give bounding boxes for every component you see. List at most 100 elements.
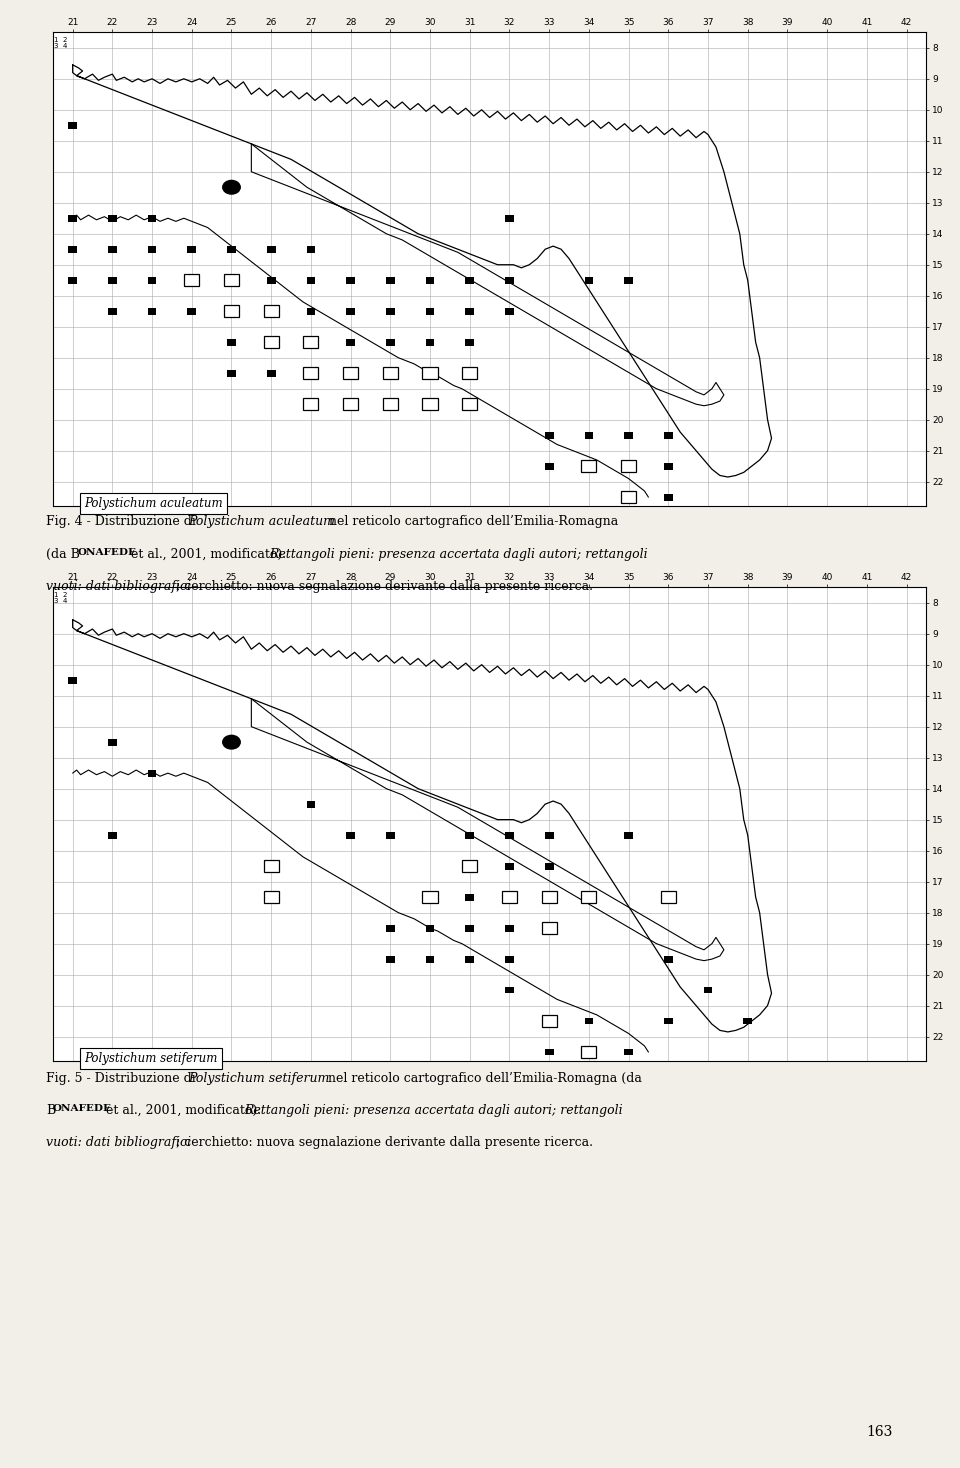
Bar (303, 367, 319, 379)
Bar (264, 336, 278, 348)
Bar (347, 401, 355, 408)
Bar (541, 891, 557, 903)
Bar (621, 492, 636, 504)
Bar (585, 1048, 593, 1055)
Bar (68, 214, 77, 222)
Bar (347, 370, 355, 377)
Bar (505, 925, 514, 932)
Bar (187, 308, 196, 314)
Bar (466, 277, 474, 283)
Bar (425, 277, 435, 283)
Bar (386, 339, 395, 345)
Bar (466, 894, 474, 900)
Bar (386, 308, 395, 314)
Bar (462, 398, 477, 410)
Bar (544, 432, 554, 439)
Bar (505, 308, 514, 314)
Bar (505, 894, 514, 900)
Bar (148, 308, 156, 314)
Bar (386, 956, 395, 963)
Bar (347, 308, 355, 314)
Text: Polystichum aculeatum: Polystichum aculeatum (84, 496, 223, 509)
Bar (466, 832, 474, 838)
Bar (541, 1016, 557, 1028)
Bar (582, 1047, 596, 1058)
Bar (108, 245, 117, 252)
Text: Fig. 4 - Distribuzione di: Fig. 4 - Distribuzione di (46, 515, 200, 528)
Text: nel reticolo cartografico dell’Emilia-Romagna (da: nel reticolo cartografico dell’Emilia-Ro… (324, 1072, 641, 1085)
Bar (624, 1048, 633, 1055)
Bar (187, 245, 196, 252)
Bar (505, 863, 514, 869)
Bar (743, 1017, 752, 1025)
Bar (544, 462, 554, 470)
Bar (347, 832, 355, 838)
Bar (267, 370, 276, 377)
Bar (68, 245, 77, 252)
Bar (267, 339, 276, 345)
Bar (624, 832, 633, 838)
Bar (306, 800, 315, 807)
Bar (664, 462, 673, 470)
Bar (228, 339, 236, 345)
Bar (343, 367, 358, 379)
Bar (148, 277, 156, 283)
Text: nel reticolo cartografico dell’Emilia-Romagna: nel reticolo cartografico dell’Emilia-Ro… (325, 515, 618, 528)
Bar (228, 308, 236, 314)
Bar (148, 769, 156, 777)
Bar (544, 832, 554, 838)
Circle shape (223, 735, 240, 749)
Bar (425, 370, 435, 377)
Text: ONAFEDE: ONAFEDE (53, 1104, 112, 1113)
Bar (306, 370, 315, 377)
Bar (386, 832, 395, 838)
Bar (466, 956, 474, 963)
Bar (422, 891, 438, 903)
Bar (544, 894, 554, 900)
Bar (68, 277, 77, 283)
Text: Polystichum setiferum: Polystichum setiferum (84, 1051, 218, 1064)
Bar (264, 305, 278, 317)
Bar (68, 677, 77, 684)
Bar (306, 308, 315, 314)
Text: 1  2
3  4: 1 2 3 4 (54, 37, 67, 50)
Bar (582, 461, 596, 473)
Bar (347, 339, 355, 345)
Bar (624, 493, 633, 501)
Bar (505, 986, 514, 994)
Bar (108, 832, 117, 838)
Bar (108, 308, 117, 314)
Bar (386, 370, 395, 377)
Bar (386, 277, 395, 283)
Bar (624, 277, 633, 283)
Text: (da B: (da B (46, 548, 80, 561)
Bar (505, 956, 514, 963)
Bar (68, 122, 77, 129)
Text: vuoti: dati bibliografici: vuoti: dati bibliografici (46, 580, 191, 593)
Text: et al., 2001, modificato).: et al., 2001, modificato). (127, 548, 290, 561)
Bar (621, 461, 636, 473)
Bar (585, 462, 593, 470)
Bar (108, 214, 117, 222)
Text: ONAFEDE: ONAFEDE (78, 548, 136, 556)
Bar (224, 275, 239, 286)
Bar (624, 462, 633, 470)
Bar (264, 860, 278, 872)
Bar (704, 986, 712, 994)
Bar (544, 1048, 554, 1055)
Bar (306, 245, 315, 252)
Bar (425, 339, 435, 345)
Bar (383, 398, 397, 410)
Bar (386, 925, 395, 932)
Bar (425, 925, 435, 932)
Text: ; cerchietto: nuova segnalazione derivante dalla presente ricerca.: ; cerchietto: nuova segnalazione derivan… (176, 580, 592, 593)
Bar (383, 367, 397, 379)
Bar (541, 922, 557, 934)
Bar (505, 277, 514, 283)
Bar (148, 214, 156, 222)
Bar (462, 860, 477, 872)
Bar (425, 308, 435, 314)
Bar (466, 339, 474, 345)
Bar (303, 398, 319, 410)
Bar (664, 1017, 673, 1025)
